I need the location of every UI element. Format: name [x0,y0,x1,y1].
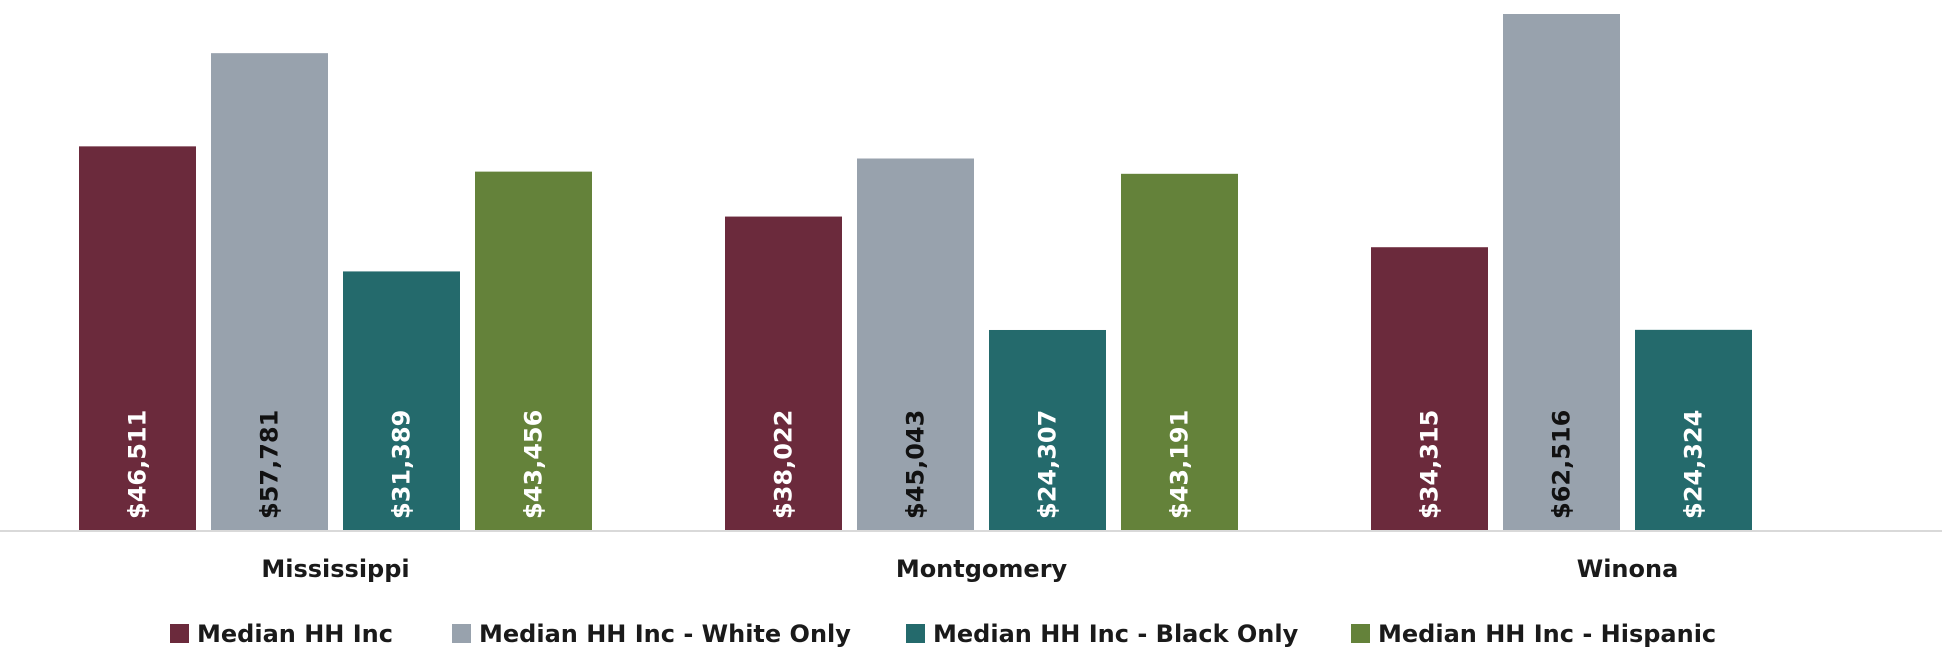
category-label-montgomery: Montgomery [896,555,1068,583]
category-labels: Mississippi Montgomery Winona [261,555,1678,583]
bar-montgomery-median-hh-inc-black-only [989,329,1106,531]
bars-group: $46,511 $57,781 $31,389 $43,456 $38,022 $45,0… [79,14,1752,532]
bar-mississippi-median-hh-inc-white-only [211,53,328,531]
legend-label-median-hh-inc: Median HH Inc [197,620,393,648]
data-label-winona-median-hh-inc-white-only: $62,516 [1548,410,1576,519]
legend-swatch-median-hh-inc-white-only [452,624,471,643]
bar-mississippi-median-hh-inc-black-only [343,271,460,531]
bar-mississippi-median-hh-inc-hispanic [475,171,592,531]
category-label-winona: Winona [1577,555,1679,583]
data-label-montgomery-median-hh-inc: $38,022 [770,410,798,519]
data-label-mississippi-median-hh-inc-black-only: $31,389 [388,410,416,519]
data-label-mississippi-median-hh-inc-hispanic: $43,456 [520,410,548,519]
data-label-montgomery-median-hh-inc-black-only: $24,307 [1034,410,1062,519]
category-label-mississippi: Mississippi [261,555,409,583]
legend-swatch-median-hh-inc [170,624,189,643]
data-label-winona-median-hh-inc-black-only: $24,324 [1680,410,1708,519]
data-label-montgomery-median-hh-inc-hispanic: $43,191 [1166,410,1194,519]
legend-swatch-median-hh-inc-black-only [906,624,925,643]
legend: Median HH Inc Median HH Inc - White Only M… [170,620,1716,648]
bar-montgomery-median-hh-inc [725,216,842,532]
data-label-mississippi-median-hh-inc-white-only: $57,781 [256,410,284,519]
bar-winona-median-hh-inc-black-only [1635,329,1752,531]
bar-winona-median-hh-inc [1371,247,1488,531]
bar-montgomery-median-hh-inc-white-only [857,158,974,532]
legend-label-median-hh-inc-hispanic: Median HH Inc - Hispanic [1378,620,1716,648]
legend-label-median-hh-inc-black-only: Median HH Inc - Black Only [933,620,1299,648]
bar-mississippi-median-hh-inc [79,146,196,531]
data-label-montgomery-median-hh-inc-white-only: $45,043 [902,410,930,519]
data-label-mississippi-median-hh-inc: $46,511 [124,410,152,519]
bar-winona-median-hh-inc-white-only [1503,14,1620,531]
legend-swatch-median-hh-inc-hispanic [1351,624,1370,643]
legend-label-median-hh-inc-white-only: Median HH Inc - White Only [479,620,851,648]
bar-montgomery-median-hh-inc-hispanic [1121,173,1238,531]
data-label-winona-median-hh-inc: $34,315 [1416,410,1444,519]
